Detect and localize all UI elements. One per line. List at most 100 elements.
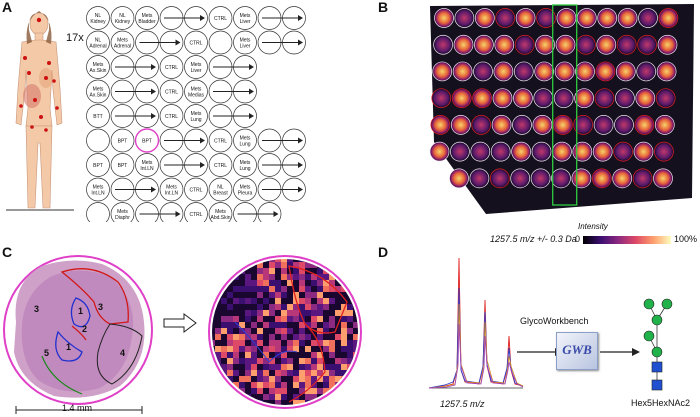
core-pixel [269,334,275,340]
maldi-core [573,115,594,135]
core-pixel [275,259,281,262]
tma-core-label: Liver [240,19,251,25]
core-pixel [317,310,323,316]
core-pixel [335,364,341,370]
core-pixel [329,370,335,376]
core-pixel [329,358,335,364]
core-pixel [233,322,239,328]
maldi-core [533,88,554,109]
core-pixel [335,280,341,286]
core-pixel [311,370,317,376]
core-pixel [239,352,245,358]
core-pixel [299,322,305,328]
core-pixel [233,358,239,364]
core-pixel [353,400,358,405]
core-pixel [251,304,257,310]
core-pixel [305,376,311,382]
core-pixel [281,346,287,352]
tma-arrow [208,104,257,128]
maldi-core [596,34,617,55]
patient-count: 17x [66,32,84,44]
core-pixel [353,334,358,340]
tma-arrow [159,153,208,177]
core-pixel [233,370,239,376]
core-pixel [239,316,245,322]
core-pixel [323,346,329,352]
core-pixel [233,304,239,310]
core-pixel [317,286,323,292]
maldi-core [474,8,495,28]
core-pixel [257,268,263,274]
core-pixel [251,286,257,292]
maldi-core [495,8,516,28]
tma-core-label: Mets [240,185,251,191]
core-pixel [269,394,275,400]
core-pixel [269,346,275,352]
core-pixel [245,340,251,346]
tma-arrow [257,177,306,202]
core-pixel [275,268,281,274]
core-pixel [269,298,275,304]
tma-core-label: Mets [142,13,153,19]
maldi-core [489,168,510,189]
core-pixel [341,328,347,334]
core-pixel [299,382,305,388]
tma-core [208,177,233,202]
core-pixel [227,310,233,316]
core-pixel [263,340,269,346]
core-pixel [305,364,311,370]
tma-core [208,128,233,153]
maldi-core [515,8,536,28]
core-pixel [329,352,335,358]
core-pixel [281,382,287,388]
core-pixel [251,388,257,394]
core-pixel [317,376,323,382]
tma-core-label: Medias [188,93,205,99]
core-pixel [317,370,323,376]
maldi-single-core [208,255,365,412]
maldi-core [474,34,494,55]
tma-core-label: Mets [240,13,251,19]
maldi-core [535,34,555,55]
core-pixel [335,352,341,358]
maldi-core [614,115,634,135]
tma-arrow [110,55,159,79]
core-pixel [281,340,287,346]
core-pixel [263,274,269,280]
core-pixel [317,268,323,274]
core-pixel [221,268,227,274]
tma-core [233,6,257,30]
core-pixel [347,262,353,268]
maldi-core [430,115,451,135]
tma-arrow [159,6,208,30]
tma-arrow [257,128,306,153]
tma-arrow-head [249,113,254,119]
core-pixel [227,334,233,340]
core-pixel [257,280,263,286]
core-pixel [287,364,293,370]
tma-arrow-head [249,88,254,95]
core-pixel [221,364,227,370]
core-pixel [275,304,281,310]
core-pixel [353,382,358,388]
core-pixel [329,262,335,268]
core-pixel [239,346,245,352]
core-pixel [251,322,257,328]
maldi-core [451,88,472,109]
core-pixel [269,280,275,286]
maldi-core [555,34,576,55]
core-pixel [335,358,341,364]
core-pixel [329,406,335,412]
tma-core [86,104,110,128]
core-pixel [359,388,365,394]
core-pixel [281,298,287,304]
core-pixel [341,400,347,405]
core-pixel [347,322,353,328]
maldi-core [593,115,614,135]
core-pixel [257,262,263,268]
core-pixel [281,328,287,334]
core-pixel [269,382,275,388]
core-pixel [245,298,251,304]
tma-core [184,202,208,222]
logo-text: GWB [562,342,592,357]
